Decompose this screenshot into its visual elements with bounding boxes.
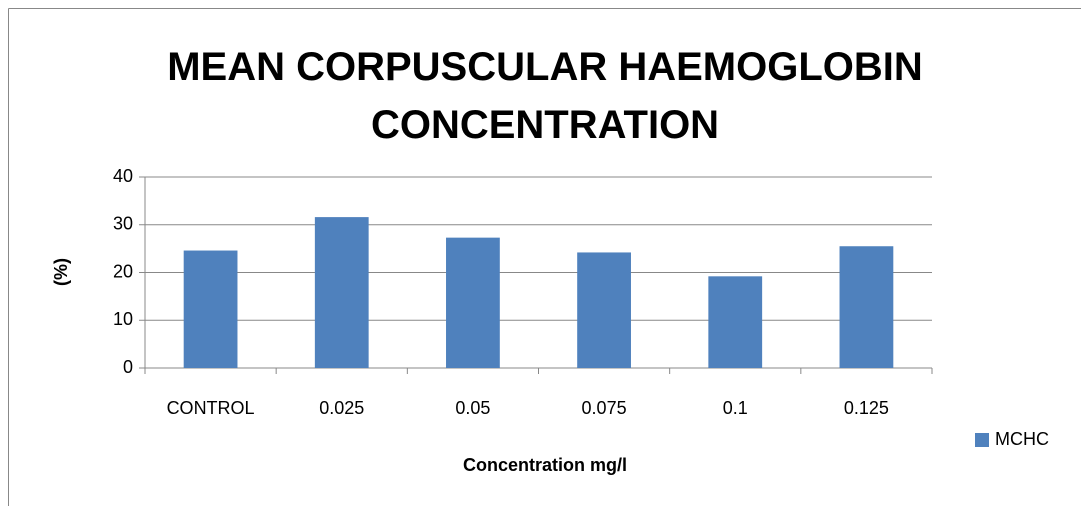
bar	[183, 250, 238, 368]
bar	[446, 237, 500, 368]
x-tick-label: 0.1	[723, 398, 748, 418]
x-tick-label: 0.075	[582, 398, 627, 418]
x-tick-label: 0.025	[319, 398, 364, 418]
y-tick-label: 10	[113, 309, 133, 329]
legend-label: MCHC	[995, 429, 1049, 449]
y-tick-label: 0	[123, 357, 133, 377]
y-tick-label: 20	[113, 261, 133, 281]
legend-swatch	[975, 433, 989, 447]
bar	[708, 276, 763, 368]
chart-title: MEAN CORPUSCULAR HAEMOGLOBIN CONCENTRATI…	[167, 45, 923, 147]
x-axis-label: Concentration mg/l	[463, 455, 627, 475]
x-tick-label: 0.05	[455, 398, 490, 418]
bar	[577, 252, 631, 368]
bar	[314, 217, 369, 368]
bar	[839, 246, 894, 368]
x-tick-label: 0.125	[844, 398, 889, 418]
y-tick-label: 40	[113, 166, 133, 186]
y-tick-label: 30	[113, 214, 133, 234]
x-tick-label: CONTROL	[167, 398, 255, 418]
y-axis-label: (%)	[51, 258, 71, 286]
